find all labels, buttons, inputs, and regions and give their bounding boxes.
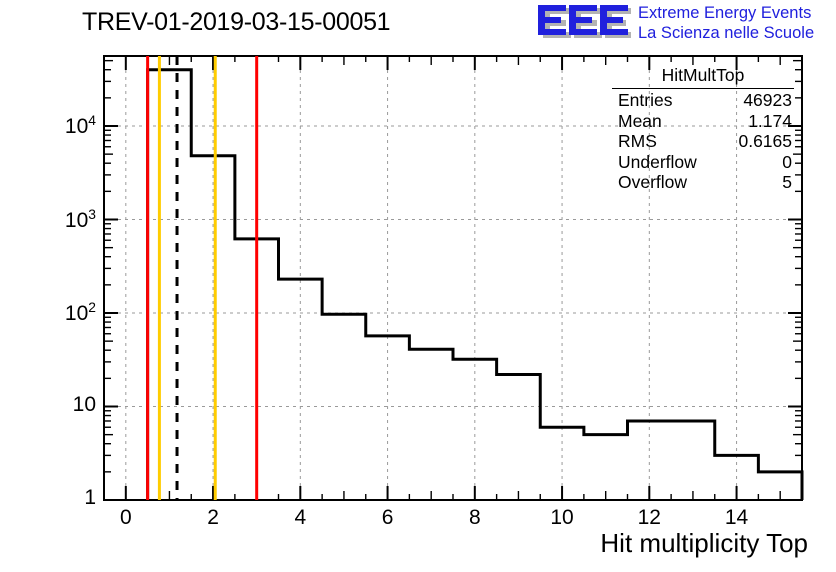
stats-row: Overflow 5 — [608, 172, 800, 193]
y-axis-tick-label: 1 — [84, 486, 96, 509]
x-axis-tick-label: 10 — [550, 506, 574, 529]
stats-row-value: 0 — [782, 151, 792, 172]
histogram-outline — [146, 68, 804, 500]
stats-row-label: Entries — [618, 90, 673, 110]
stats-row: Mean 1.174 — [608, 111, 800, 132]
stats-row-value: 1.174 — [748, 110, 792, 131]
stats-row-value: 46923 — [743, 90, 792, 110]
y-axis-tick-label: 10 — [72, 392, 96, 416]
y-axis-tick-label: 104 — [64, 112, 96, 138]
x-axis-tick-label: 6 — [381, 506, 394, 529]
stats-row-label: Overflow — [618, 172, 688, 192]
eee-logo-line1: Extreme Energy Events — [638, 4, 812, 22]
x-axis-tick-label: 14 — [724, 506, 749, 529]
y-axis-tick-label: 102 — [64, 299, 96, 325]
y-axis-tick-label: 103 — [64, 205, 96, 232]
stats-row-label: RMS — [618, 131, 657, 151]
stats-title: HitMultTop — [612, 64, 794, 89]
eee-logo-text: Extreme Energy Events La Scienza nelle S… — [638, 3, 814, 43]
stats-row: RMS 0.6165 — [608, 131, 800, 152]
x-axis-tick-label: 0 — [119, 506, 132, 529]
x-axis-tick-label: 4 — [294, 506, 307, 529]
x-axis-tick-label: 8 — [468, 506, 481, 529]
stats-row: Entries 46923 — [608, 90, 800, 111]
stats-row-label: Mean — [618, 110, 662, 131]
stats-row: Underflow 0 — [608, 152, 800, 173]
x-axis-tick-label: 12 — [637, 506, 661, 529]
stats-rows: Entries 46923 Mean 1.174 RMS 0.6165 Underflow 0… — [608, 90, 800, 193]
eee-logo: Extreme Energy Events La Scienza nelle S… — [534, 2, 834, 46]
page-title: TREV-01-2019-03-15-00051 — [82, 8, 391, 36]
stats-row-value: 5 — [782, 172, 792, 192]
plot-frame — [103, 55, 803, 501]
x-axis-tick-label: 2 — [207, 506, 219, 529]
x-axis-title: Hit multiplicity Top — [600, 528, 808, 558]
stats-row-label: Underflow — [618, 151, 697, 172]
eee-logo-mark — [538, 5, 631, 38]
eee-logo-line2: La Scienza nelle Scuole — [638, 24, 815, 42]
stats-row-value: 0.6165 — [738, 131, 792, 151]
stats-box: HitMultTop Entries 46923 Mean 1.174 RMS 0.616… — [608, 64, 800, 193]
